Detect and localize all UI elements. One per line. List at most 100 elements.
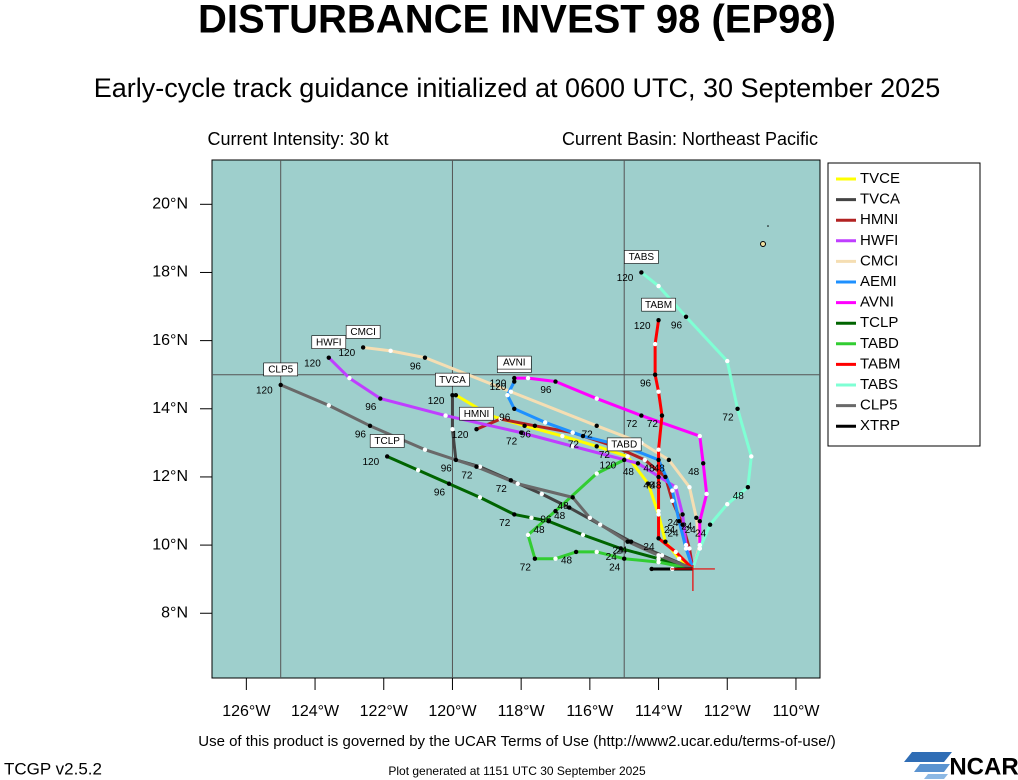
track-point [498,416,503,422]
x-tick-label: 112°W [704,703,752,720]
hour-label: 120 [634,321,651,332]
hour-label: 48 [650,481,662,492]
x-tick-label: 110°W [772,703,820,720]
track-point [701,461,706,466]
hour-label: 72 [568,440,580,451]
hour-label: 96 [540,515,552,526]
track-point [652,341,658,347]
track-point [725,358,730,364]
legend-label: TABS [860,376,898,393]
track-point [326,355,331,360]
y-tick-label: 8°N [161,604,188,621]
y-tick-label: 18°N [152,264,188,281]
track-point [515,481,520,486]
subtitle: Early-cycle track guidance initialized a… [94,73,940,103]
hour-label: 96 [365,402,377,413]
hour-label: 72 [722,412,734,423]
track-point [694,515,699,521]
hour-label: 24 [606,552,618,563]
track-point [532,556,538,561]
name-box [641,297,676,312]
track-point [659,413,665,418]
track-point [622,556,627,561]
current-basin: Current Basin: Northeast Pacific [562,129,818,149]
track-point [697,542,702,548]
track-point [697,433,702,439]
x-tick-label: 122°W [360,703,409,720]
hour-label: 120 [600,461,617,472]
track-point [625,454,630,459]
legend-label: TABD [860,335,899,352]
track-point [453,392,459,398]
track-point [697,519,702,524]
legend-label: AEMI [860,273,897,290]
track-point [656,559,661,565]
track-point [707,522,713,527]
track-point [542,420,548,425]
hour-label: 72 [520,562,532,573]
legend-label: TVCE [860,170,900,187]
name-box [459,406,494,421]
hour-label: 120 [304,358,321,369]
legend-label: HWFI [860,232,898,249]
track-point [508,478,514,483]
track-point [656,389,661,394]
track-point [642,457,648,463]
name-box-label: TABS [629,252,655,263]
hour-label: 96 [671,320,683,331]
y-tick-label: 16°N [152,332,188,349]
track-point [529,515,534,521]
x-tick-label: 118°W [498,703,546,720]
legend-label: TABM [860,355,901,372]
track-point [580,433,586,439]
logo-text: NCAR [949,753,1018,780]
track-point [443,413,448,418]
hour-label: 96 [355,429,367,440]
hour-label: 48 [643,464,655,475]
hour-label: 72 [626,419,638,430]
hour-label: 96 [410,361,422,372]
hour-label: 48 [558,501,570,512]
title: DISTURBANCE INVEST 98 (EP98) [198,0,836,42]
track-point [508,389,514,394]
hour-label: 48 [554,511,566,522]
track-point [505,392,510,398]
hour-label: 48 [561,556,573,567]
track-point [477,495,483,500]
track-point [453,457,459,463]
hour-label: 48 [623,467,635,478]
track-point [326,403,331,408]
current-position [670,564,715,591]
x-tick-label: 116°W [566,703,614,720]
x-tick-label: 126°W [222,703,271,720]
track-point [525,532,531,538]
name-box-label: TABD [611,440,637,451]
track-point [687,484,692,490]
track-point [512,512,517,517]
track-point [673,484,678,490]
track-point [546,519,551,524]
name-box-label: HWFI [316,337,342,348]
legend-label: CMCI [860,252,898,269]
name-box [311,335,347,349]
track-point [680,512,685,517]
y-tick-label: 10°N [152,536,188,553]
track-point [525,375,531,381]
hour-label: 72 [496,484,508,495]
track-point [673,549,678,555]
track-point [360,345,366,350]
track-point [683,546,689,551]
name-box [345,325,381,339]
track-point [683,542,689,548]
track-point [676,556,682,561]
hour-label: 48 [534,525,546,536]
hour-label: 96 [640,378,652,389]
hour-label: 24 [609,562,621,573]
name-box-label: TCLP [374,436,400,447]
track-point [704,491,709,497]
hour-label: 120 [490,379,507,390]
hour-label: 72 [499,518,511,529]
track-point [477,464,483,469]
track-point [639,270,644,275]
